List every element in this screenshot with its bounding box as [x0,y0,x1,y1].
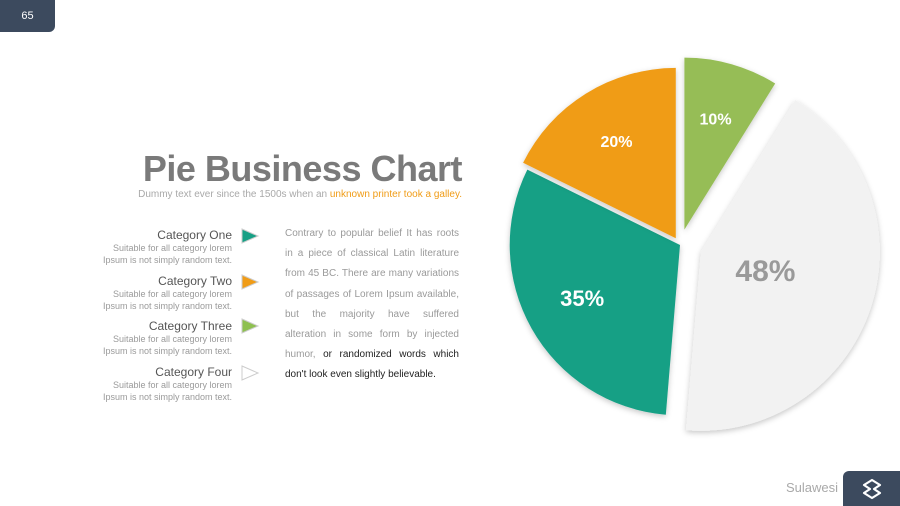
category-name: Category One [157,228,232,242]
pie-slice-label: 10% [700,112,732,129]
pie-slice-label: 48% [735,255,795,288]
pie-slice-20 [523,67,676,239]
arrow-right-icon [241,228,260,244]
subtitle-text: Dummy text ever since the 1500s when an [138,189,330,200]
arrow-right-icon [241,318,260,334]
body-paragraph: Contrary to popular belief It has roots … [285,224,459,386]
pie-slice-label: 35% [560,286,604,311]
page-title: Pie Business Chart [142,148,463,189]
category-one: Category One Suitable for all category l… [52,228,232,266]
category-two: Category Two Suitable for all category l… [52,274,232,312]
arrow-right-icon [241,365,260,381]
category-four: Category Four Suitable for all category … [52,365,232,403]
category-three: Category Three Suitable for all category… [52,319,232,357]
page-number: 65 [21,10,34,22]
body-text-dark: or randomized words which don't look eve… [285,349,459,381]
category-desc: Suitable for all category lorem [112,334,232,344]
brand-logo [843,471,900,506]
page-number-badge: 65 [0,0,55,32]
category-desc: Ipsum is not simply random text. [102,255,232,265]
brand-name: Sulawesi [785,480,838,495]
subtitle-highlight: unknown printer took a galley. [329,189,462,200]
page-subtitle: Dummy text ever since the 1500s when an … [138,189,462,200]
pie-slice-35 [509,169,680,415]
category-desc: Suitable for all category lorem [112,289,232,299]
pie-slice-label: 20% [600,134,632,151]
arrow-right-icon [241,274,260,290]
category-desc: Ipsum is not simply random text. [102,346,232,356]
brand-logo-icon [862,478,881,499]
category-desc: Ipsum is not simply random text. [102,392,232,402]
category-name: Category Two [158,274,232,288]
pie-slice-48 [685,99,880,431]
category-name: Category Four [155,365,232,379]
body-text-light: Contrary to popular belief It has roots … [285,228,459,361]
category-desc: Ipsum is not simply random text. [102,301,232,311]
category-desc: Suitable for all category lorem [112,243,232,253]
pie-slice-10 [684,57,776,230]
category-desc: Suitable for all category lorem [112,380,232,390]
category-name: Category Three [148,319,232,333]
